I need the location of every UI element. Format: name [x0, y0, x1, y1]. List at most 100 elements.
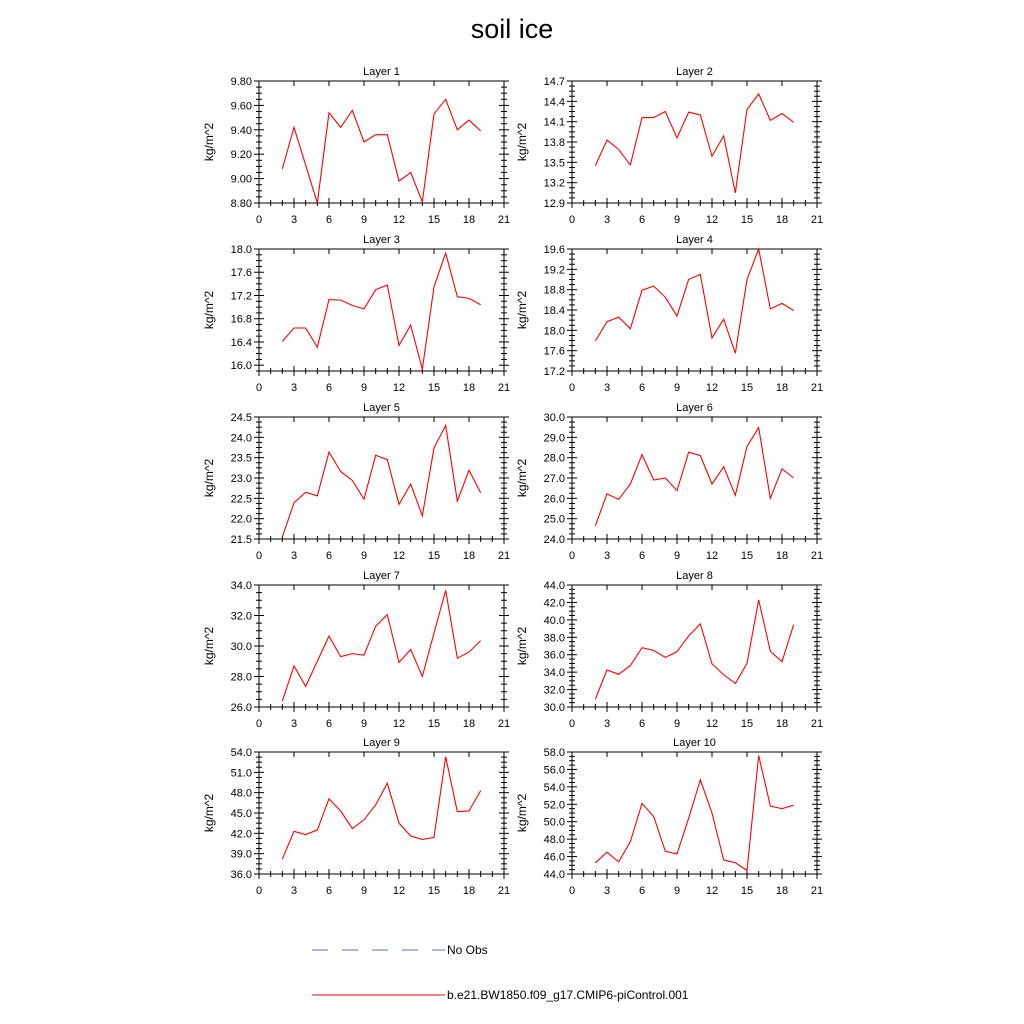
x-tick-label: 9 [361, 214, 367, 226]
x-tick-label: 15 [741, 214, 753, 226]
x-tick-label: 3 [604, 214, 610, 226]
y-axis-label: kg/m^2 [515, 459, 529, 498]
x-tick-label: 18 [463, 214, 475, 226]
y-tick-label: 52.0 [544, 799, 565, 811]
panel-4: Layer 4 0 3 6 9 12 15 18 21 17.2 17.6 18.0 18.4 18.8 1… [515, 234, 823, 394]
x-tick-label: 15 [428, 885, 440, 897]
x-tick-label: 21 [498, 718, 510, 730]
x-tick-label: 3 [604, 718, 610, 730]
panel-7: Layer 7 0 3 6 9 12 15 18 21 26.0 28.0 30.0 32.0 34.0 k… [202, 570, 510, 730]
x-tick-label: 3 [291, 718, 297, 730]
x-tick-label: 6 [639, 214, 645, 226]
x-tick-label: 18 [776, 214, 788, 226]
y-axis-label: kg/m^2 [202, 627, 216, 666]
y-tick-label: 42.0 [544, 597, 565, 609]
x-tick-label: 18 [463, 885, 475, 897]
y-tick-label: 18.0 [231, 244, 252, 256]
x-tick-label: 12 [393, 382, 405, 394]
x-tick-label: 6 [326, 550, 332, 562]
y-tick-label: 38.0 [544, 632, 565, 644]
series-line [281, 756, 482, 860]
legend-model-label: b.e21.BW1850.f09_g17.CMIP6-piControl.001 [447, 988, 689, 1002]
x-tick-label: 9 [674, 382, 680, 394]
x-tick-label: 0 [569, 885, 575, 897]
y-tick-label: 58.0 [544, 747, 565, 759]
y-tick-label: 48.0 [544, 834, 565, 846]
y-tick-label: 19.6 [544, 244, 565, 256]
y-tick-label: 16.8 [231, 314, 252, 326]
x-tick-label: 6 [326, 885, 332, 897]
series-line [281, 423, 482, 538]
y-tick-label: 22.5 [231, 493, 252, 505]
panel-title: Layer 7 [363, 570, 400, 582]
figure-title: soil ice [470, 14, 554, 44]
x-tick-label: 15 [741, 382, 753, 394]
y-tick-label: 14.7 [544, 76, 565, 88]
x-tick-label: 0 [569, 550, 575, 562]
panel-title: Layer 1 [363, 66, 400, 78]
x-tick-label: 0 [256, 214, 262, 226]
y-axis-label: kg/m^2 [515, 627, 529, 666]
panel-6: Layer 6 0 3 6 9 12 15 18 21 24.0 25.0 26.0 27.0 28.0 2… [515, 402, 823, 562]
plot-frame [571, 584, 818, 708]
y-tick-label: 24.0 [231, 432, 252, 444]
plot-frame [258, 751, 505, 875]
panel-title: Layer 6 [676, 402, 713, 414]
series-line [281, 590, 482, 702]
x-tick-label: 12 [393, 885, 405, 897]
x-tick-label: 9 [674, 214, 680, 226]
y-tick-label: 16.4 [231, 337, 252, 349]
y-tick-label: 39.0 [231, 849, 252, 861]
panel-5: Layer 5 0 3 6 9 12 15 18 21 21.5 22.0 22.5 23.0 23.5 2… [202, 402, 510, 562]
x-tick-label: 0 [256, 550, 262, 562]
y-tick-label: 17.2 [544, 366, 565, 378]
x-tick-label: 0 [569, 214, 575, 226]
x-tick-label: 9 [674, 885, 680, 897]
y-tick-label: 34.0 [544, 667, 565, 679]
y-tick-label: 32.0 [231, 611, 252, 623]
x-tick-label: 15 [428, 382, 440, 394]
x-tick-label: 6 [326, 382, 332, 394]
x-tick-label: 12 [706, 550, 718, 562]
x-tick-label: 21 [811, 718, 823, 730]
panel-1: Layer 1 0 3 6 9 12 15 18 21 8.80 9.00 9.20 9.40 9.60 9… [202, 66, 510, 226]
x-tick-label: 21 [498, 382, 510, 394]
x-tick-label: 9 [361, 382, 367, 394]
x-tick-label: 18 [776, 382, 788, 394]
plot-frame [258, 416, 505, 540]
y-tick-label: 13.2 [544, 178, 565, 190]
y-tick-label: 25.0 [544, 514, 565, 526]
x-tick-label: 18 [463, 382, 475, 394]
series-line [281, 98, 482, 204]
x-tick-label: 3 [291, 214, 297, 226]
y-tick-label: 46.0 [544, 852, 565, 864]
x-tick-label: 15 [741, 885, 753, 897]
x-tick-label: 0 [256, 382, 262, 394]
panel-8: Layer 8 0 3 6 9 12 15 18 21 30.0 32.0 34.0 36.0 38.0 4… [515, 570, 823, 730]
plot-frame [571, 248, 818, 372]
y-tick-label: 30.0 [231, 641, 252, 653]
y-tick-label: 16.0 [231, 360, 252, 372]
x-tick-label: 3 [291, 550, 297, 562]
x-tick-label: 0 [569, 718, 575, 730]
x-tick-label: 18 [463, 550, 475, 562]
panel-title: Layer 4 [676, 234, 713, 246]
x-tick-label: 21 [811, 885, 823, 897]
y-tick-label: 19.2 [544, 264, 565, 276]
y-tick-label: 36.0 [544, 650, 565, 662]
x-tick-label: 15 [428, 550, 440, 562]
y-tick-label: 36.0 [231, 869, 252, 881]
series-line [281, 251, 481, 370]
y-axis-label: kg/m^2 [515, 123, 529, 162]
x-tick-label: 12 [706, 382, 718, 394]
plot-frame [258, 248, 505, 372]
y-tick-label: 45.0 [231, 808, 252, 820]
x-tick-label: 21 [811, 382, 823, 394]
y-tick-label: 18.8 [544, 285, 565, 297]
y-tick-label: 30.0 [544, 412, 565, 424]
y-tick-label: 23.5 [231, 453, 252, 465]
plot-frame [571, 416, 818, 540]
y-tick-label: 13.5 [544, 157, 565, 169]
y-tick-label: 17.2 [231, 290, 252, 302]
